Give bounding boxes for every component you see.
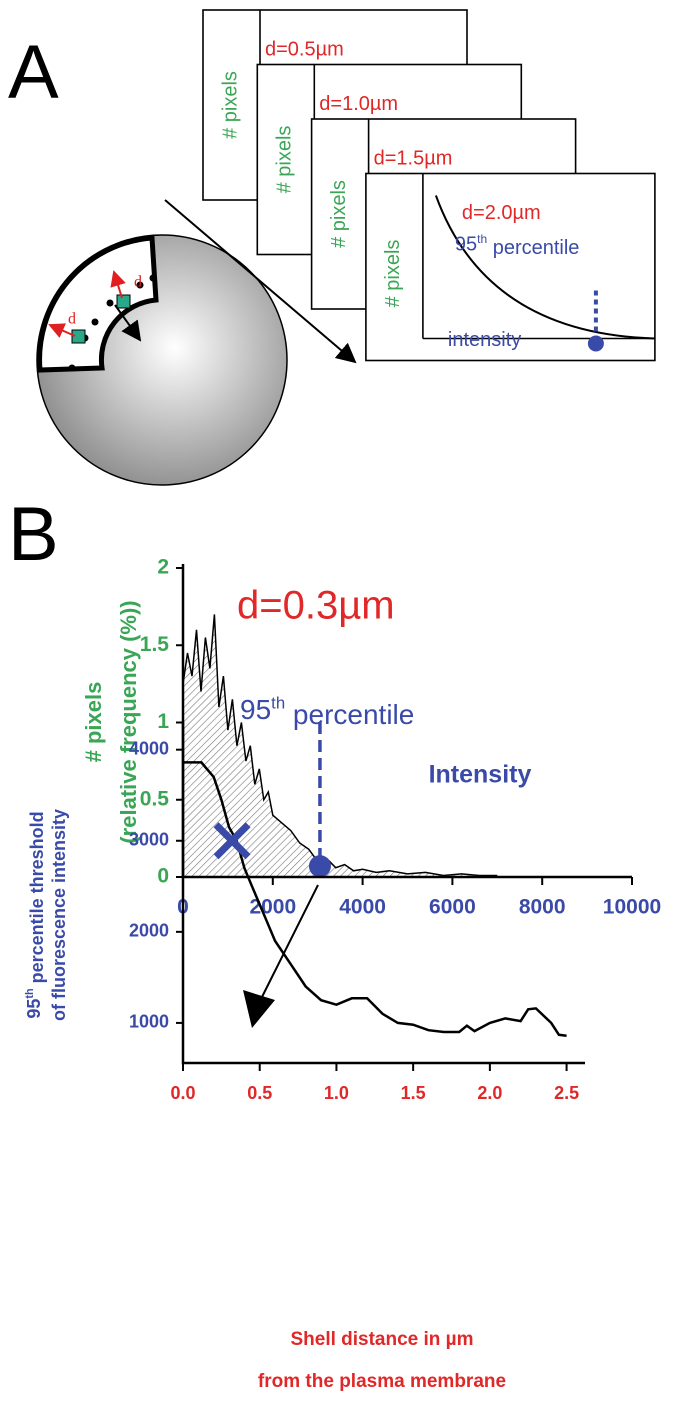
annotation: 95th percentile (455, 232, 580, 259)
pointer-arrow (164, 199, 357, 364)
annotation: 95th percentile threshold (24, 811, 47, 1018)
shell-wedge (37, 235, 159, 373)
y-tick-label: 4000 (129, 738, 169, 758)
y-tick-label: 1.5 (140, 633, 170, 656)
y-tick-label: 0 (157, 865, 169, 888)
frame-ylabel: # pixels (328, 180, 350, 248)
panel-label: A (8, 30, 59, 115)
superscript: th (271, 694, 285, 713)
x-tick-label: 1.5 (401, 1083, 426, 1103)
y-tick-label: 1000 (129, 1012, 169, 1032)
x-tick-label: 0.5 (247, 1083, 272, 1103)
percentile-point (587, 335, 604, 352)
x-tick-label: 8000 (519, 896, 566, 919)
frame-label: d=0.5µm (265, 38, 344, 60)
y-axis-label: of fluorescence intensity (49, 809, 69, 1021)
text-part: 95 (455, 234, 477, 256)
superscript: th (477, 232, 487, 246)
decay-curve (434, 195, 655, 340)
x-tick-label: 4000 (339, 896, 386, 919)
y-tick-label: 3000 (129, 830, 169, 850)
annotation: 95th percentile (240, 694, 414, 731)
frame (365, 172, 656, 362)
frame-label: d=1.5µm (374, 147, 453, 169)
y-tick-label: 1 (157, 710, 169, 733)
x-tick-label: 6000 (429, 896, 476, 919)
x-tick-label: 0.0 (170, 1083, 195, 1103)
frame-label: d=2.0µm (462, 202, 541, 224)
arrow-head (243, 990, 275, 1028)
x-tick-label: 1.0 (324, 1083, 349, 1103)
cross-marker (213, 822, 251, 860)
y-tick-label: 0.5 (140, 787, 170, 810)
x-axis-label: Intensity (429, 761, 532, 789)
d-label: d (134, 274, 142, 291)
voxel (71, 329, 86, 344)
x-tick-label: 2000 (249, 896, 296, 919)
distance-arrow (110, 270, 126, 299)
voxel (116, 294, 131, 309)
pointer-arrow (257, 884, 319, 1006)
x-tick-label: 2.5 (554, 1083, 579, 1103)
text-part: 95 (24, 999, 44, 1019)
frame-xlabel: intensity (448, 329, 521, 351)
frame-ylabel: # pixels (382, 240, 404, 308)
superscript: th (24, 988, 36, 998)
x-axis-label: from the plasma membrane (258, 1371, 506, 1392)
text-part: 95 (240, 694, 271, 725)
x-tick-label: 10000 (603, 896, 661, 919)
x-tick-label: 2.0 (477, 1083, 502, 1103)
y-tick-label: 2 (157, 556, 169, 579)
y-axis-label: # pixels (81, 682, 106, 763)
direction-arrow (114, 304, 142, 342)
distance-arrow (48, 323, 76, 338)
shell-dots (68, 274, 157, 372)
d-label: d (68, 311, 76, 328)
frames: d=0.5µm # pixels d=1.0µm # pixels d=1.5µm # p… (202, 9, 656, 362)
data-line (183, 761, 567, 1037)
frame-ylabel: # pixels (219, 71, 241, 139)
percentile-point (308, 855, 331, 878)
area-fill (183, 614, 498, 877)
text-part: percentile (487, 237, 579, 259)
text-part: percentile threshold (27, 811, 47, 988)
frame-label: d=1.0µm (319, 93, 398, 115)
chart-title: d=0.3µm (237, 584, 395, 628)
x-axis-label: Shell distance in µm (290, 1329, 473, 1350)
histogram-line (182, 614, 498, 877)
text-part: percentile (285, 699, 414, 730)
y-tick-label: 2000 (129, 921, 169, 941)
panel-label: B (8, 492, 59, 577)
frame-ylabel: # pixels (274, 126, 296, 194)
y-axis-label: (relative frequency (%)) (116, 600, 141, 843)
